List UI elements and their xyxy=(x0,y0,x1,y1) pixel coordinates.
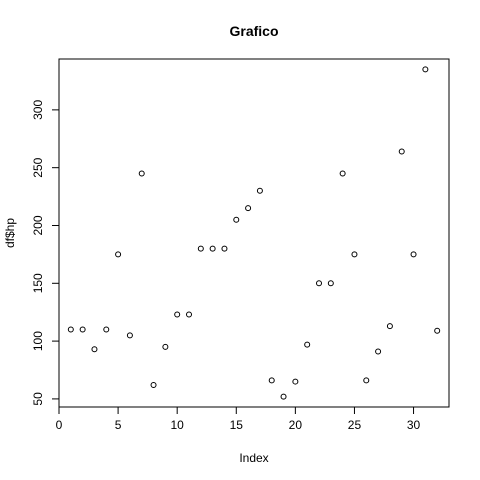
data-point xyxy=(268,377,275,384)
data-point xyxy=(197,245,204,252)
data-point xyxy=(422,66,429,73)
data-point xyxy=(103,326,110,333)
data-point xyxy=(398,148,405,155)
x-axis: 0 5 10 15 20 25 30 xyxy=(56,406,421,432)
data-point xyxy=(150,382,157,389)
data-point xyxy=(138,170,145,177)
data-point xyxy=(233,216,240,223)
chart-title: Grafico xyxy=(229,23,278,39)
x-tick-label: 25 xyxy=(348,418,362,432)
data-point xyxy=(316,280,322,287)
data-point xyxy=(209,245,216,252)
data-point xyxy=(410,251,417,258)
data-point xyxy=(434,327,441,334)
data-point xyxy=(221,245,228,252)
x-tick-label: 30 xyxy=(407,418,421,432)
data-point xyxy=(351,251,358,258)
y-axis-label: df$hp xyxy=(3,218,17,248)
data-point xyxy=(339,170,346,177)
plot-frame xyxy=(58,58,450,408)
data-point xyxy=(115,251,122,258)
data-point xyxy=(79,326,86,333)
data-point xyxy=(91,346,98,353)
data-point xyxy=(67,326,74,333)
data-point xyxy=(162,343,169,350)
data-point xyxy=(327,280,334,287)
y-tick-label: 250 xyxy=(31,157,45,177)
data-point xyxy=(304,341,311,348)
data-point xyxy=(292,378,299,385)
data-point xyxy=(363,377,370,384)
x-tick-label: 20 xyxy=(289,418,303,432)
y-tick-label: 200 xyxy=(31,215,45,235)
x-tick-label: 0 xyxy=(56,418,63,432)
y-tick-label: 300 xyxy=(31,100,45,120)
data-points xyxy=(67,66,441,400)
data-point xyxy=(186,311,192,318)
x-axis-label: Index xyxy=(239,451,268,465)
y-axis: 50 100 150 200 250 300 xyxy=(31,100,60,406)
y-tick-label: 150 xyxy=(31,273,45,293)
data-point xyxy=(174,311,181,318)
data-point xyxy=(256,187,263,194)
y-tick-label: 50 xyxy=(31,392,45,406)
data-point xyxy=(245,205,252,212)
data-point xyxy=(280,393,287,400)
data-point xyxy=(126,332,133,339)
x-tick-label: 10 xyxy=(171,418,185,432)
y-tick-label: 100 xyxy=(31,331,45,351)
x-tick-label: 5 xyxy=(115,418,122,432)
data-point xyxy=(386,323,393,330)
x-tick-label: 15 xyxy=(230,418,244,432)
data-point xyxy=(375,348,382,355)
